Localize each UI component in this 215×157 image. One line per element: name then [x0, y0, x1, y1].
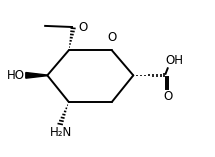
Text: HO: HO [7, 69, 25, 82]
Text: O: O [163, 90, 172, 103]
Text: H₂N: H₂N [50, 126, 72, 139]
Text: OH: OH [166, 54, 184, 67]
Text: O: O [78, 21, 88, 34]
Text: O: O [107, 31, 117, 44]
Polygon shape [26, 73, 47, 78]
